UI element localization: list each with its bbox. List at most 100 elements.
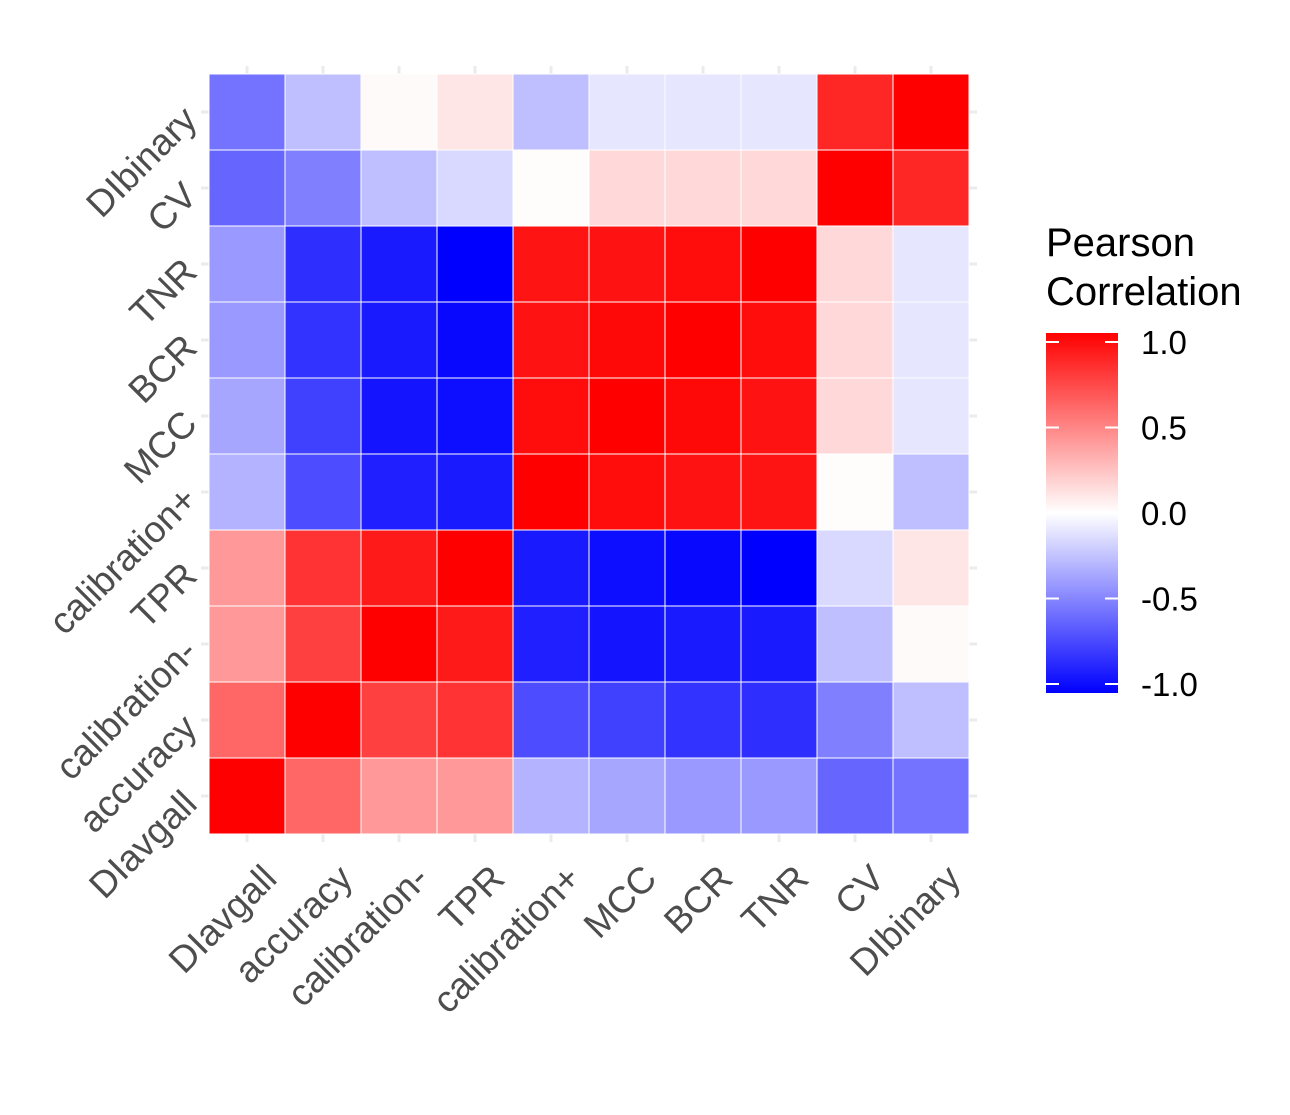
heatmap-cell-DIbinary-accuracy [284, 73, 362, 151]
legend-tick-label: 1.0 [1141, 324, 1187, 361]
heatmap-cell-accuracy-BCR [664, 681, 742, 759]
heatmap-cell-BCR-calibration- [360, 301, 438, 379]
heatmap-cells [208, 73, 970, 835]
heatmap-cell-DIbinary-TNR [740, 73, 818, 151]
legend-title-line1: Pearson [1046, 221, 1195, 265]
heatmap-cell-TNR-calibration+ [512, 225, 590, 303]
heatmap-cell-MCC-DIbinary [892, 377, 970, 455]
heatmap-cell-accuracy-MCC [588, 681, 666, 759]
heatmap-cell-BCR-MCC [588, 301, 666, 379]
heatmap-cell-DIbinary-CV [816, 73, 894, 151]
heatmap-cell-calibration+-BCR [664, 453, 742, 531]
heatmap-cell-TPR-CV [816, 529, 894, 607]
heatmap-cell-calibration+-accuracy [284, 453, 362, 531]
heatmap-cell-BCR-TPR [436, 301, 514, 379]
heatmap-cell-TPR-accuracy [284, 529, 362, 607]
heatmap-cell-TPR-calibration+ [512, 529, 590, 607]
heatmap-cell-accuracy-calibration+ [512, 681, 590, 759]
heatmap-cell-BCR-DIbinary [892, 301, 970, 379]
heatmap-cell-CV-DIavgall [208, 149, 286, 227]
heatmap-cell-DIavgall-calibration- [360, 757, 438, 835]
heatmap-cell-TNR-TPR [436, 225, 514, 303]
heatmap-cell-BCR-accuracy [284, 301, 362, 379]
heatmap-cell-accuracy-TPR [436, 681, 514, 759]
heatmap-cell-CV-TPR [436, 149, 514, 227]
heatmap-cell-calibration--CV [816, 605, 894, 683]
heatmap-cell-DIavgall-MCC [588, 757, 666, 835]
x-axis-tick-labels: DIavgallaccuracycalibration-TPRcalibrati… [161, 857, 969, 1021]
y-axis-tick-labels: DIavgallaccuracycalibration-TPRcalibrati… [41, 98, 205, 906]
heatmap-cell-CV-DIbinary [892, 149, 970, 227]
heatmap-cell-TNR-accuracy [284, 225, 362, 303]
heatmap-cell-calibration+-CV [816, 453, 894, 531]
y-tick-label: BCR [120, 327, 204, 411]
heatmap-cell-TNR-DIbinary [892, 225, 970, 303]
heatmap-cell-MCC-CV [816, 377, 894, 455]
heatmap-cell-TPR-calibration- [360, 529, 438, 607]
heatmap-cell-calibration--MCC [588, 605, 666, 683]
heatmap-cell-accuracy-calibration- [360, 681, 438, 759]
heatmap-cell-DIavgall-DIbinary [892, 757, 970, 835]
heatmap-cell-DIavgall-DIavgall [208, 757, 286, 835]
heatmap-cell-DIbinary-MCC [588, 73, 666, 151]
heatmap-cell-calibration--DIavgall [208, 605, 286, 683]
heatmap-cell-calibration+-MCC [588, 453, 666, 531]
heatmap-cell-TPR-MCC [588, 529, 666, 607]
heatmap-cell-MCC-calibration+ [512, 377, 590, 455]
y-tick-label: MCC [116, 403, 205, 492]
heatmap-cell-BCR-calibration+ [512, 301, 590, 379]
heatmap-cell-BCR-TNR [740, 301, 818, 379]
heatmap-cell-TPR-TNR [740, 529, 818, 607]
heatmap-cell-MCC-MCC [588, 377, 666, 455]
heatmap-cell-CV-MCC [588, 149, 666, 227]
heatmap-cell-MCC-DIavgall [208, 377, 286, 455]
heatmap-cell-DIbinary-DIbinary [892, 73, 970, 151]
legend-title-line2: Correlation [1046, 270, 1242, 314]
legend-ticks: 1.0 0.5 0.0 -0.5 -1.0 [1046, 324, 1198, 703]
heatmap-cell-DIavgall-calibration+ [512, 757, 590, 835]
x-tick-label: BCR [656, 857, 740, 941]
heatmap-cell-calibration--TNR [740, 605, 818, 683]
heatmap-cell-DIbinary-DIavgall [208, 73, 286, 151]
heatmap-cell-calibration--accuracy [284, 605, 362, 683]
heatmap-cell-TNR-TNR [740, 225, 818, 303]
legend-tick-label: -0.5 [1141, 581, 1198, 618]
heatmap-cell-CV-CV [816, 149, 894, 227]
heatmap-cell-accuracy-DIbinary [892, 681, 970, 759]
heatmap-cell-TPR-DIavgall [208, 529, 286, 607]
heatmap-cell-CV-accuracy [284, 149, 362, 227]
heatmap-cell-calibration+-TPR [436, 453, 514, 531]
heatmap-cell-DIbinary-calibration+ [512, 73, 590, 151]
heatmap-cell-TNR-MCC [588, 225, 666, 303]
heatmap-cell-MCC-TPR [436, 377, 514, 455]
heatmap-cell-DIbinary-BCR [664, 73, 742, 151]
heatmap-cell-CV-calibration- [360, 149, 438, 227]
heatmap-cell-CV-TNR [740, 149, 818, 227]
heatmap-cell-TPR-TPR [436, 529, 514, 607]
legend-tick-label: 0.0 [1141, 495, 1187, 532]
heatmap-cell-TPR-BCR [664, 529, 742, 607]
heatmap-cell-BCR-DIavgall [208, 301, 286, 379]
heatmap-cell-calibration+-calibration- [360, 453, 438, 531]
heatmap-cell-MCC-BCR [664, 377, 742, 455]
heatmap-cell-MCC-calibration- [360, 377, 438, 455]
legend-tick-label: 0.5 [1141, 410, 1187, 447]
heatmap-cell-calibration+-calibration+ [512, 453, 590, 531]
heatmap-cell-calibration--BCR [664, 605, 742, 683]
heatmap-cell-calibration--calibration+ [512, 605, 590, 683]
y-tick-label: TNR [122, 251, 205, 334]
heatmap-cell-DIbinary-TPR [436, 73, 514, 151]
heatmap-cell-accuracy-accuracy [284, 681, 362, 759]
heatmap-cell-CV-BCR [664, 149, 742, 227]
heatmap-cell-DIavgall-TPR [436, 757, 514, 835]
heatmap-cell-DIavgall-TNR [740, 757, 818, 835]
x-tick-label: TNR [734, 857, 817, 940]
heatmap-cell-TNR-BCR [664, 225, 742, 303]
heatmap-cell-TNR-DIavgall [208, 225, 286, 303]
heatmap-cell-calibration+-DIbinary [892, 453, 970, 531]
heatmap-cell-TNR-calibration- [360, 225, 438, 303]
heatmap-cell-calibration--DIbinary [892, 605, 970, 683]
heatmap-cell-accuracy-TNR [740, 681, 818, 759]
